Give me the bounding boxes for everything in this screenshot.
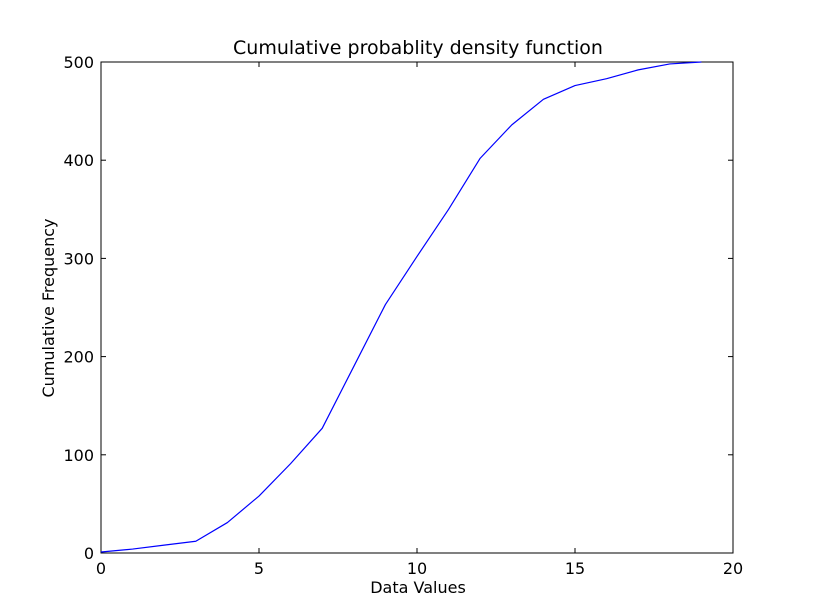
- data-point: [164, 545, 165, 546]
- y-tick-label: 100: [63, 446, 94, 465]
- data-point: [669, 63, 670, 64]
- series-line: [100, 61, 702, 553]
- data-point: [385, 304, 386, 305]
- data-point: [132, 548, 133, 549]
- x-tick-label: 0: [96, 559, 106, 578]
- data-point: [701, 61, 702, 62]
- y-axis-title: Cumulative Frequency: [39, 218, 58, 397]
- data-point: [606, 78, 607, 79]
- data-point: [480, 158, 481, 159]
- data-point: [511, 124, 512, 125]
- data-point: [543, 99, 544, 100]
- y-tick-label: 500: [63, 53, 94, 72]
- data-point: [100, 551, 101, 552]
- data-point: [416, 256, 417, 257]
- y-tick-label: 400: [63, 151, 94, 170]
- x-tick-label: 15: [565, 559, 585, 578]
- chart-title: Cumulative probablity density function: [233, 37, 603, 59]
- data-point: [574, 85, 575, 86]
- data-point: [322, 428, 323, 429]
- x-tick-label: 10: [407, 559, 427, 578]
- y-tick-label: 0: [84, 544, 94, 563]
- data-point: [258, 495, 259, 496]
- y-tick-label: 300: [63, 249, 94, 268]
- x-axis-title: Data Values: [370, 578, 466, 597]
- data-point: [448, 209, 449, 210]
- y-tick-label: 200: [63, 348, 94, 367]
- data-point: [638, 69, 639, 70]
- x-tick-label: 20: [723, 559, 743, 578]
- x-tick-label: 5: [254, 559, 264, 578]
- data-point: [353, 366, 354, 367]
- data-point: [195, 541, 196, 542]
- data-point: [290, 463, 291, 464]
- data-point: [227, 522, 228, 523]
